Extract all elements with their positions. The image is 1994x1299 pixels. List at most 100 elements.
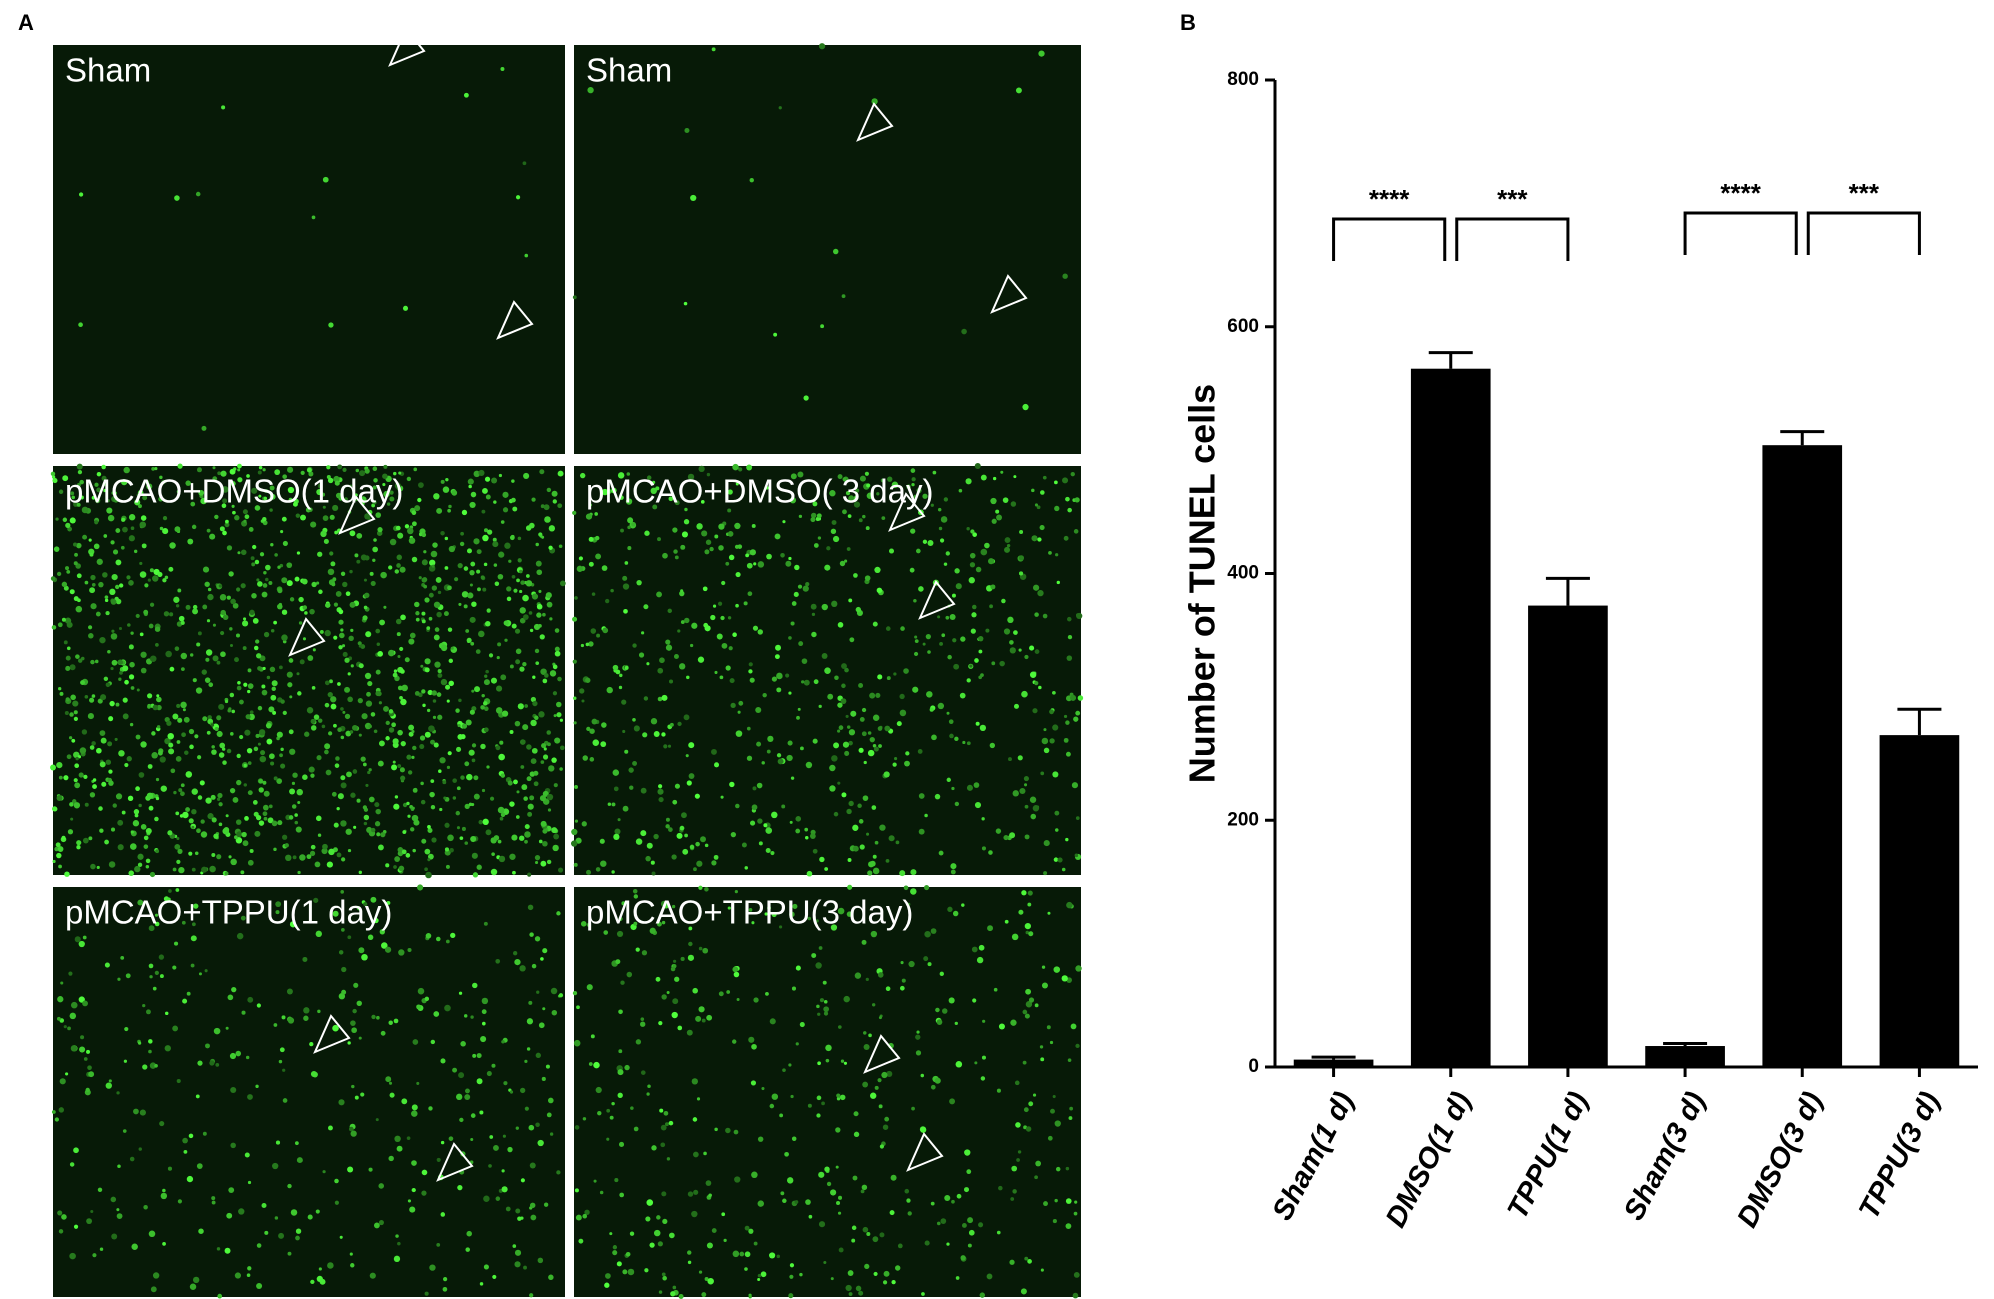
- cell: [1049, 1040, 1054, 1045]
- cell: [402, 802, 408, 808]
- cell: [464, 841, 469, 845]
- cell: [531, 593, 539, 600]
- cell: [987, 558, 995, 565]
- cell: [537, 1139, 544, 1147]
- cell: [573, 696, 577, 700]
- cell: [835, 1127, 841, 1133]
- cell: [810, 512, 817, 519]
- cell: [190, 935, 197, 942]
- cell: [155, 796, 160, 801]
- cell: [109, 700, 115, 707]
- cell: [265, 722, 272, 729]
- cell: [784, 1151, 789, 1157]
- cell: [948, 719, 954, 725]
- cell: [191, 922, 196, 927]
- cell: [301, 578, 308, 585]
- cell: [687, 473, 695, 481]
- cell: [370, 896, 377, 903]
- cell: [189, 1283, 197, 1291]
- cell: [505, 1206, 511, 1212]
- cell: [776, 672, 783, 680]
- cell: [524, 831, 531, 838]
- cell: [368, 724, 372, 729]
- cell: [56, 1016, 61, 1021]
- cell: [551, 490, 558, 497]
- cell: [459, 541, 465, 547]
- cell: [750, 1080, 757, 1086]
- cell: [810, 517, 816, 523]
- cell: [811, 631, 817, 638]
- cell: [684, 507, 688, 512]
- cell: [633, 921, 638, 926]
- cell: [191, 808, 197, 815]
- cell: [471, 601, 477, 607]
- cell: [641, 950, 648, 956]
- cell: [402, 305, 409, 311]
- cell: [556, 712, 562, 718]
- cell: [280, 747, 284, 752]
- cell: [443, 611, 449, 617]
- cell: [661, 994, 667, 1000]
- cell: [336, 806, 340, 811]
- cell: [981, 1055, 986, 1060]
- cell: [204, 969, 208, 973]
- cell: [509, 853, 516, 860]
- cell: [294, 576, 300, 582]
- cell: [122, 713, 129, 720]
- cell: [645, 1216, 651, 1222]
- cell: [656, 591, 662, 598]
- cell: [310, 725, 317, 731]
- cell: [489, 796, 495, 801]
- cell: [1032, 584, 1040, 591]
- x-tick-label: Sham(3 d): [1618, 1087, 1712, 1226]
- cell: [969, 552, 976, 559]
- cell: [152, 986, 157, 991]
- cell: [589, 728, 595, 734]
- micrograph: pMCAO+TPPU(3 day): [572, 884, 1082, 1299]
- cell: [899, 693, 905, 700]
- cell: [75, 654, 80, 659]
- cell: [663, 903, 669, 909]
- cell: [216, 797, 221, 801]
- cell: [363, 902, 368, 907]
- cell: [198, 1228, 204, 1234]
- cell: [447, 751, 452, 756]
- cell: [347, 935, 352, 940]
- cell: [236, 587, 241, 592]
- cell: [392, 672, 398, 678]
- cell: [172, 965, 177, 970]
- cell: [378, 701, 383, 705]
- cell: [1027, 890, 1033, 896]
- cell: [298, 596, 304, 603]
- cell: [108, 861, 116, 868]
- cell: [440, 678, 448, 686]
- cell: [961, 903, 965, 907]
- cell: [318, 1267, 322, 1271]
- cell: [440, 1140, 445, 1145]
- cell: [627, 517, 634, 524]
- cell: [302, 637, 306, 641]
- cell: [721, 642, 728, 649]
- cell: [872, 744, 877, 748]
- cell: [278, 1232, 285, 1239]
- cell: [103, 534, 108, 538]
- cell: [895, 840, 900, 845]
- cell: [990, 497, 997, 505]
- cell: [156, 694, 160, 698]
- cell: [408, 731, 414, 737]
- cell: [938, 526, 943, 531]
- cell: [546, 601, 553, 608]
- cell: [771, 912, 777, 918]
- cell: [824, 564, 831, 571]
- cell: [684, 833, 688, 838]
- cell: [640, 830, 647, 837]
- cell: [396, 632, 401, 637]
- cell: [262, 516, 267, 522]
- cell: [287, 466, 294, 473]
- cell: [753, 1241, 758, 1246]
- cell: [1015, 87, 1022, 94]
- cell: [150, 1286, 157, 1293]
- cell: [229, 787, 236, 794]
- cell: [356, 532, 363, 539]
- cell: [586, 984, 593, 991]
